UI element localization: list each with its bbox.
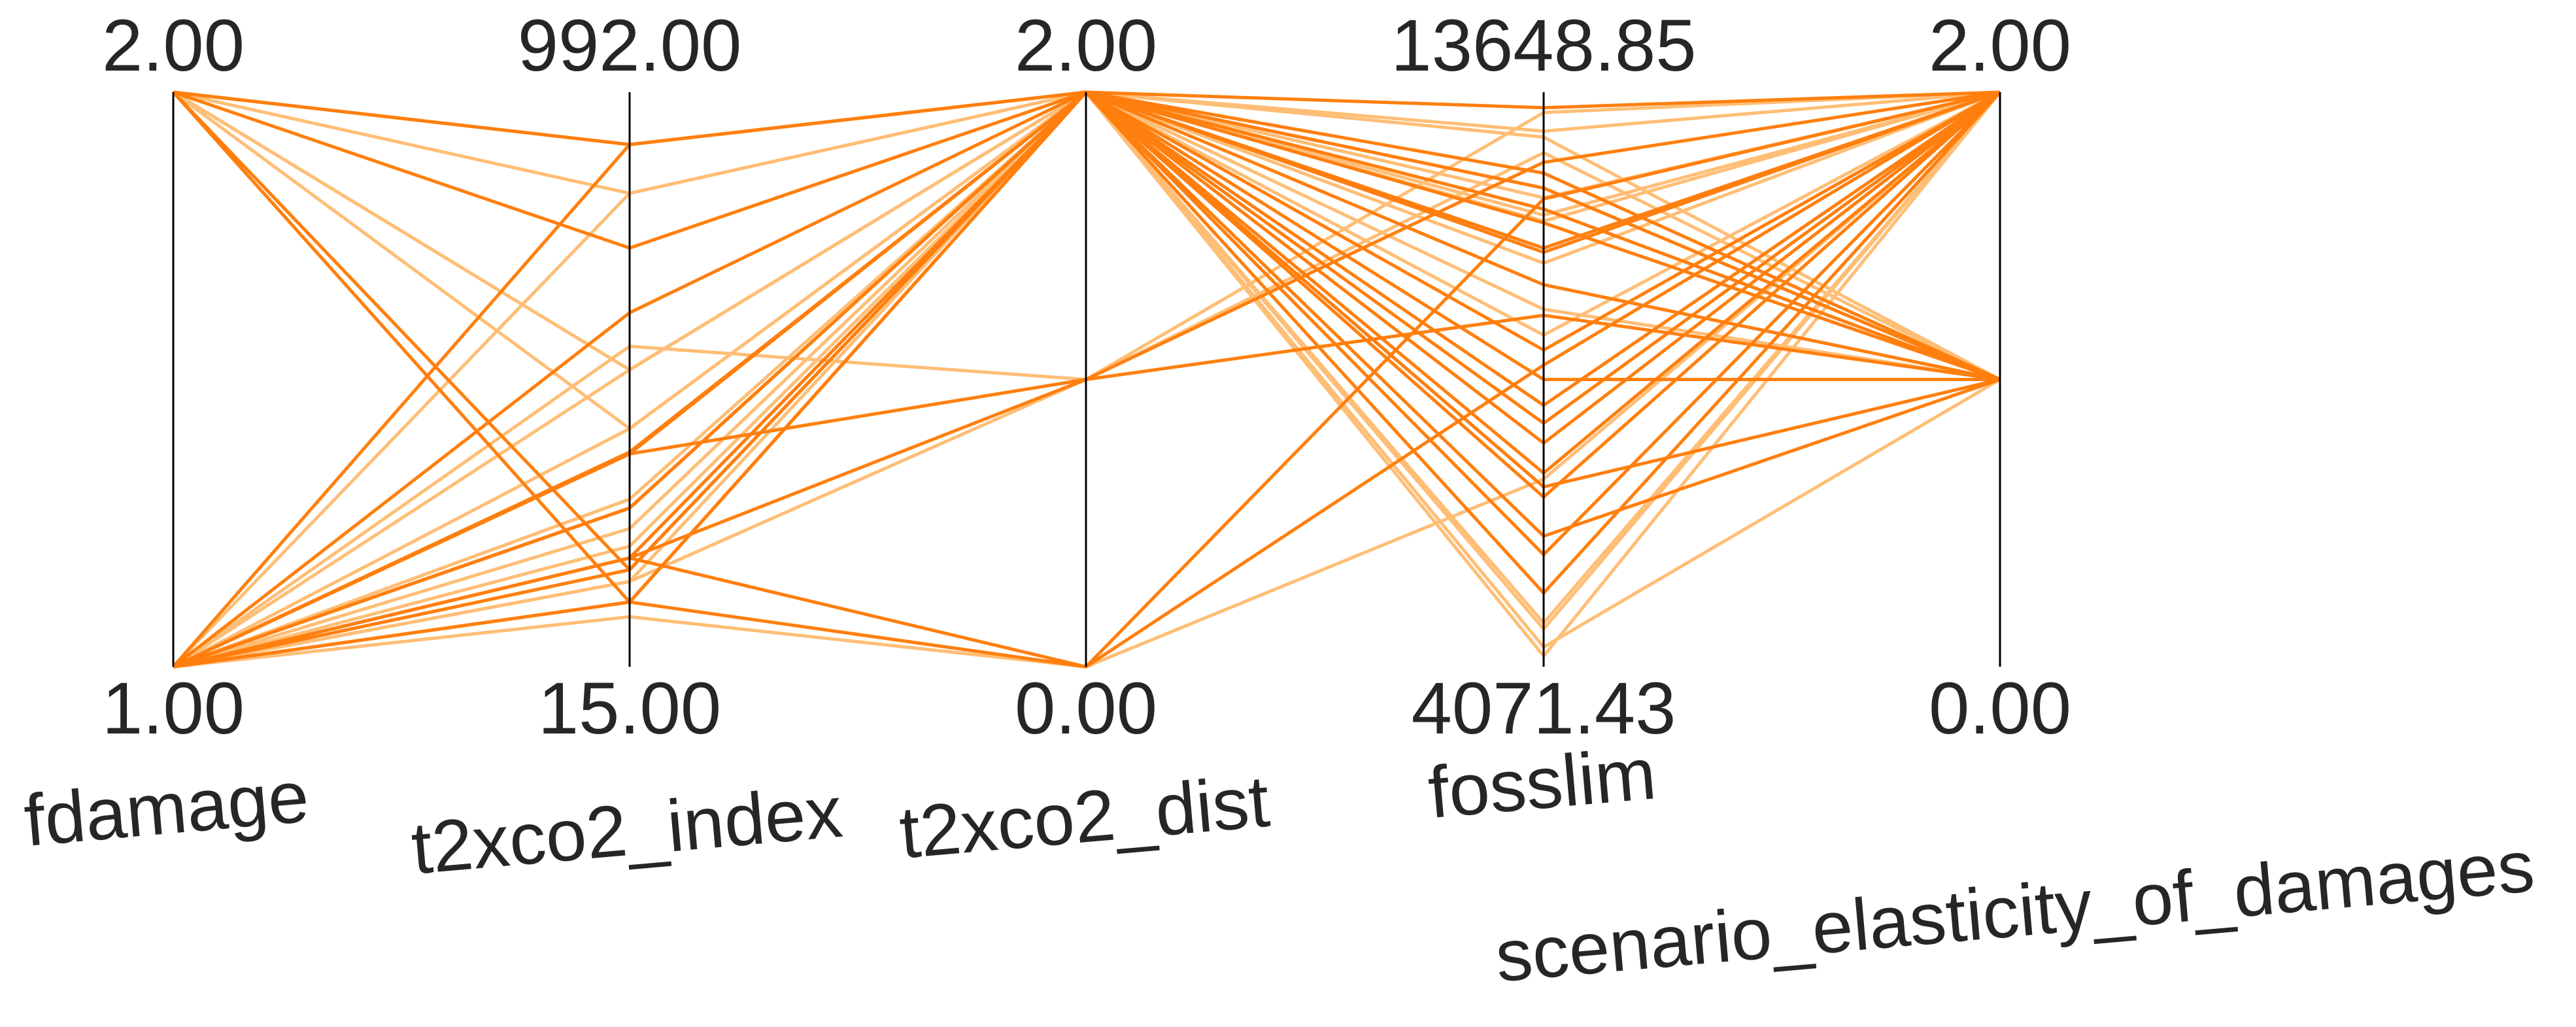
axis-name-fdamage: fdamage [21, 755, 312, 862]
axis-name-t2xco2_dist: t2xco2_dist [896, 760, 1272, 874]
axis-min-label-scenario_elasticity_of_damages: 0.00 [1929, 667, 2071, 749]
axis-max-label-scenario_elasticity_of_damages: 2.00 [1929, 5, 2071, 86]
axis-min-label-fdamage: 1.00 [102, 667, 245, 749]
axis-min-label-t2xco2_index: 15.00 [538, 667, 721, 749]
axis-name-fosslim: fosslim [1425, 732, 1659, 833]
axis-max-label-fosslim: 13648.85 [1391, 5, 1696, 86]
axis-max-label-fdamage: 2.00 [102, 5, 245, 86]
axis-name-t2xco2_index: t2xco2_index [408, 771, 845, 890]
axis-max-label-t2xco2_dist: 2.00 [1015, 5, 1157, 86]
axis-min-label-t2xco2_dist: 0.00 [1015, 667, 1157, 749]
axis-max-label-t2xco2_index: 992.00 [518, 5, 742, 86]
axis-name-scenario_elasticity_of_damages: scenario_elasticity_of_damages [1492, 825, 2537, 997]
axis-min-label-fosslim: 4071.43 [1412, 667, 1676, 749]
